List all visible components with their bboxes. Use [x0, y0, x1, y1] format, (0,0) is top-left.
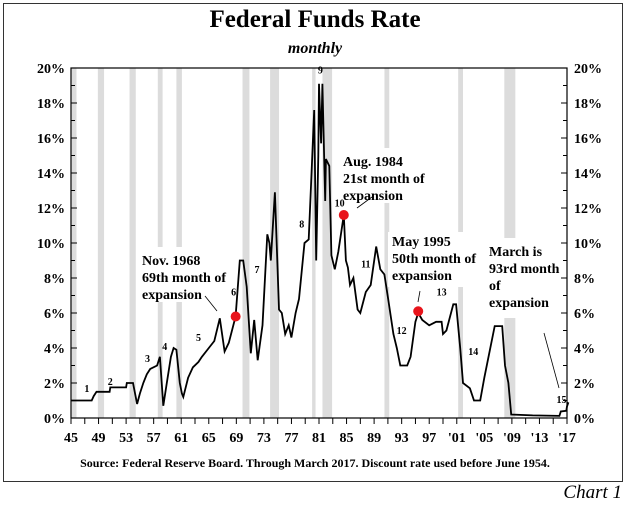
annotation-background: [487, 238, 557, 318]
annotation-text: 93rd month: [489, 262, 560, 277]
y-tick-label-right: 2%: [574, 377, 595, 392]
annotation-text: 50th month of: [392, 252, 476, 267]
recession-band: [129, 68, 136, 418]
y-tick-label-left: 20%: [37, 62, 65, 77]
annotation-text: Nov. 1968: [142, 254, 200, 269]
y-tick-label-left: 14%: [37, 167, 65, 182]
y-tick-label-left: 6%: [44, 307, 65, 322]
x-tick-label: 89: [367, 431, 381, 446]
x-tick-label: 77: [284, 431, 298, 446]
annotation-arrow: [417, 290, 421, 303]
recession-band: [270, 68, 280, 418]
chart-title: Federal Funds Rate: [209, 6, 421, 33]
annotation-text: 21st month of: [343, 172, 425, 187]
recession-band: [322, 68, 333, 418]
annotation-background: [388, 232, 498, 287]
annotation-text: expansion: [142, 288, 202, 303]
recession-band: [312, 68, 316, 418]
y-tick-label-right: 6%: [574, 307, 595, 322]
annotation-text: of: [489, 279, 501, 294]
highlight-marker: [413, 306, 424, 317]
y-tick-label-left: 12%: [37, 202, 65, 217]
x-tick-label: 53: [119, 431, 133, 446]
cycle-label: 3: [145, 354, 150, 365]
annotation-text: March is: [489, 245, 543, 260]
cycle-label: 5: [196, 333, 201, 344]
highlight-marker: [338, 210, 349, 220]
cycle-label: 12: [397, 326, 407, 337]
source-note: Source: Federal Reserve Board. Through M…: [80, 456, 550, 470]
cycle-label: 11: [361, 260, 370, 271]
annotation-background: [340, 148, 455, 203]
y-tick-label-left: 4%: [44, 342, 65, 357]
cycle-label: 9: [318, 65, 323, 76]
cycle-label: 2: [108, 377, 113, 388]
y-tick-label-right: 10%: [574, 237, 602, 252]
y-tick-label-right: 0%: [574, 412, 595, 427]
cycle-label: 14: [468, 347, 478, 358]
cycle-label: 1: [84, 384, 89, 395]
cycle-label: 7: [255, 265, 260, 276]
y-tick-label-left: 18%: [37, 97, 65, 112]
y-tick-label-left: 16%: [37, 132, 65, 147]
annotation-text: May 1995: [392, 235, 451, 250]
y-tick-label-right: 20%: [574, 62, 602, 77]
x-tick-label: 49: [92, 431, 106, 446]
x-tick-label: 69: [229, 431, 243, 446]
x-tick-label: 73: [257, 431, 271, 446]
recession-band: [242, 68, 250, 418]
x-tick-label: 45: [64, 431, 78, 446]
x-tick-label: '09: [503, 431, 521, 446]
x-tick-label: 85: [340, 431, 354, 446]
y-tick-label-right: 14%: [574, 167, 602, 182]
annotation-arrow: [356, 196, 373, 209]
cycle-label: 10: [335, 198, 345, 209]
cycle-label: 13: [437, 288, 447, 299]
annotation-text: Aug. 1984: [343, 155, 403, 170]
y-tick-label-left: 2%: [44, 377, 65, 392]
x-tick-label: '13: [530, 431, 548, 446]
annotation-arrow: [543, 332, 560, 389]
x-tick-label: 93: [395, 431, 409, 446]
x-tick-label: '05: [475, 431, 493, 446]
y-tick-label-right: 4%: [574, 342, 595, 357]
annotation-text: expansion: [343, 189, 403, 204]
cycle-label: 8: [299, 219, 304, 230]
y-tick-label-right: 16%: [574, 132, 602, 147]
cycle-label: 6: [231, 288, 236, 299]
annotation-arrow: [204, 295, 218, 312]
y-tick-label-right: 18%: [574, 97, 602, 112]
cycle-label: 4: [162, 342, 167, 353]
chart-frame: [3, 3, 623, 482]
y-tick-label-left: 8%: [44, 272, 65, 287]
y-tick-label-right: 8%: [574, 272, 595, 287]
annotation-text: expansion: [392, 269, 452, 284]
figure-label: Chart 1: [563, 482, 622, 503]
x-tick-label: '01: [448, 431, 466, 446]
recession-band: [384, 68, 390, 418]
annotation-text: 69th month of: [142, 271, 226, 286]
recession-band: [157, 68, 163, 418]
series-line: [71, 83, 570, 417]
recession-band: [97, 68, 105, 418]
x-tick-label: '17: [558, 431, 576, 446]
cycle-label: 15: [556, 395, 566, 406]
x-tick-label: 97: [422, 431, 436, 446]
y-tick-label-right: 12%: [574, 202, 602, 217]
x-tick-label: 81: [312, 431, 326, 446]
y-tick-label-left: 10%: [37, 237, 65, 252]
y-tick-label-left: 0%: [44, 412, 65, 427]
annotation-text: expansion: [489, 296, 549, 311]
highlight-marker: [230, 311, 241, 322]
x-tick-label: 57: [147, 431, 161, 446]
recession-band: [176, 68, 182, 418]
annotation-background: [140, 247, 240, 302]
x-tick-label: 61: [174, 431, 188, 446]
chart-subtitle: monthly: [287, 40, 343, 57]
x-tick-label: 65: [202, 431, 216, 446]
